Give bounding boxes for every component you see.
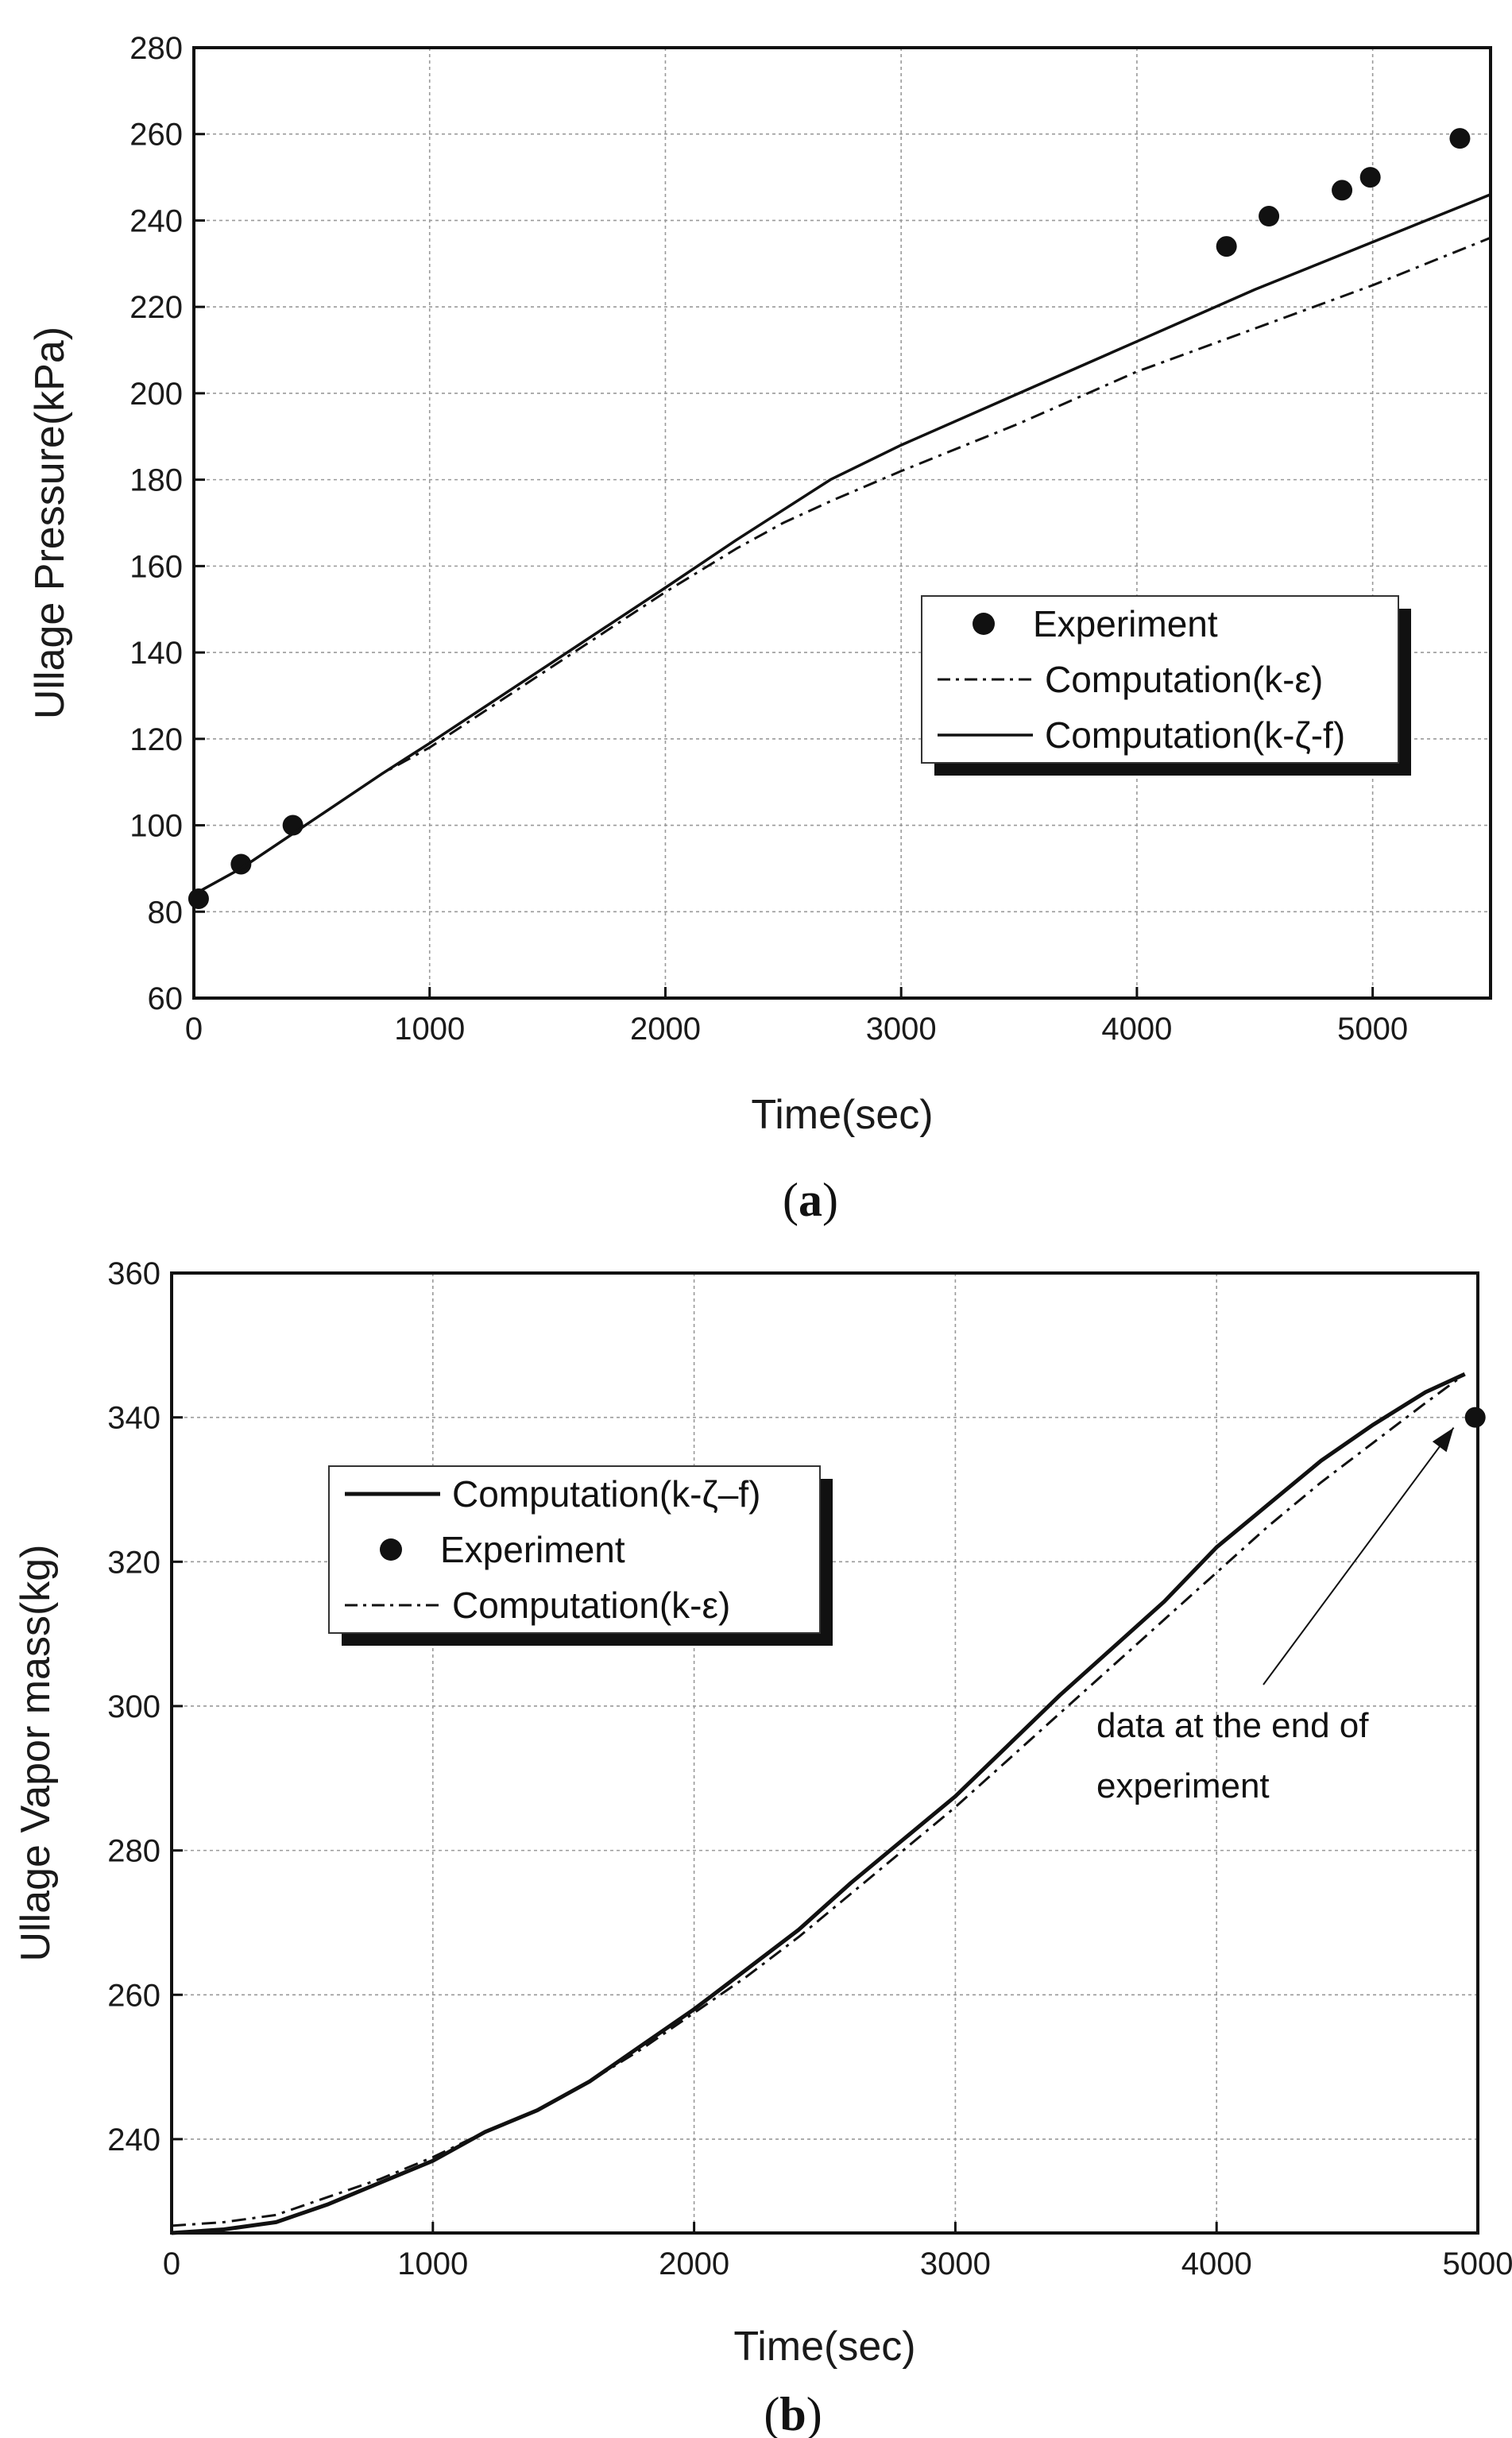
annotation-b: data at the end of experiment <box>1096 1426 1455 1805</box>
panel-label-a: (a) <box>783 1174 838 1226</box>
x-tick-label: 0 <box>163 2246 180 2281</box>
series-group-b <box>171 1372 1486 2235</box>
panel-letter-b: b <box>779 2388 806 2438</box>
experiment-point <box>1216 236 1237 257</box>
x-tick-label: 4000 <box>1181 2246 1252 2281</box>
y-tick-label: 180 <box>130 463 183 498</box>
y-tick-label: 240 <box>107 2123 160 2157</box>
legend-label-k-zeta-f: Computation(k-ζ-f) <box>1045 714 1345 756</box>
annotation-arrow <box>1263 1426 1455 1685</box>
series-line-k-zeta-f <box>171 1372 1466 2235</box>
y-tick-label: 260 <box>107 1978 160 2013</box>
plot-frame-b <box>170 1271 1479 2235</box>
legend-marker-experiment <box>380 1538 402 1561</box>
y-tick-label: 60 <box>148 981 184 1016</box>
grid-a <box>194 48 1491 998</box>
series-line-k-epsilon <box>171 1372 1466 2227</box>
y-axis-title-a: Ullage Pressure(kPa) <box>27 327 73 719</box>
ticks-b: 0 1000 2000 3000 4000 5000 240 260 280 300 320 340 3… <box>107 1256 1512 2281</box>
experiment-point <box>1359 167 1381 188</box>
y-tick-label: 260 <box>130 118 183 153</box>
y-tick-label: 200 <box>130 377 183 412</box>
legend-label-experiment: Experiment <box>440 1529 625 1570</box>
legend-label-k-epsilon: Computation(k-ε) <box>452 1585 730 1626</box>
y-tick-label: 360 <box>107 1256 160 1291</box>
y-tick-label: 120 <box>130 722 183 757</box>
y-tick-label: 300 <box>107 1689 160 1724</box>
x-tick-label: 0 <box>185 1012 203 1047</box>
x-tick-label: 1000 <box>394 1012 465 1047</box>
y-tick-label: 80 <box>148 895 184 930</box>
panel-letter-a: a <box>799 1174 822 1226</box>
chart-panel-a: 0 1000 2000 3000 4000 5000 60 80 100 120 140 160 180… <box>27 31 1492 1226</box>
y-tick-label: 240 <box>130 203 183 238</box>
x-axis-title-a: Time(sec) <box>751 1092 933 1138</box>
grid-b <box>172 1273 1478 2233</box>
y-tick-label: 280 <box>130 31 183 66</box>
series-line-k-zeta-f <box>193 193 1491 896</box>
x-tick-label: 1000 <box>397 2246 468 2281</box>
y-tick-label: 220 <box>130 290 183 325</box>
x-tick-label: 3000 <box>866 1012 937 1047</box>
annotation-text-line-1: data at the end of <box>1096 1706 1369 1745</box>
x-tick-label: 2000 <box>630 1012 701 1047</box>
experiment-point <box>230 853 252 875</box>
chart-panel-b: 0 1000 2000 3000 4000 5000 240 260 280 300 320 340 3… <box>13 1256 1512 2438</box>
x-tick-label: 4000 <box>1101 1012 1172 1047</box>
legend-label-k-zeta-f: Computation(k-ζ–f) <box>452 1473 760 1515</box>
panel-label-b: (b) <box>764 2388 822 2438</box>
legend-b: Computation(k-ζ–f) Experiment Computation(… <box>328 1465 833 1646</box>
plot-frame-a <box>192 46 1492 1000</box>
legend-a: Experiment Computation(k-ε) Computation(k-… <box>921 595 1411 776</box>
x-tick-label: 3000 <box>920 2246 991 2281</box>
x-tick-label: 5000 <box>1337 1012 1408 1047</box>
x-axis-title-b: Time(sec) <box>733 2324 915 2370</box>
experiment-point <box>1332 180 1353 201</box>
annotation-text-line-2: experiment <box>1096 1767 1270 1805</box>
legend-label-experiment: Experiment <box>1033 603 1218 644</box>
legend-marker-experiment <box>973 613 995 635</box>
experiment-point <box>1259 206 1280 227</box>
y-tick-label: 280 <box>107 1834 160 1869</box>
legend-label-k-epsilon: Computation(k-ε) <box>1045 659 1323 700</box>
y-tick-label: 320 <box>107 1545 160 1580</box>
y-tick-label: 140 <box>130 636 183 671</box>
x-tick-label: 2000 <box>659 2246 729 2281</box>
y-tick-label: 100 <box>130 809 183 844</box>
y-tick-label: 340 <box>107 1401 160 1436</box>
experiment-point <box>1449 128 1471 149</box>
y-axis-title-b: Ullage Vapor mass(kg) <box>13 1544 59 1961</box>
annotation-arrowhead <box>1432 1427 1454 1453</box>
y-tick-label: 160 <box>130 549 183 584</box>
experiment-point <box>1464 1407 1486 1428</box>
ticks-a: 0 1000 2000 3000 4000 5000 60 80 100 120 140 160 180… <box>130 31 1408 1047</box>
x-tick-label: 5000 <box>1443 2246 1512 2281</box>
